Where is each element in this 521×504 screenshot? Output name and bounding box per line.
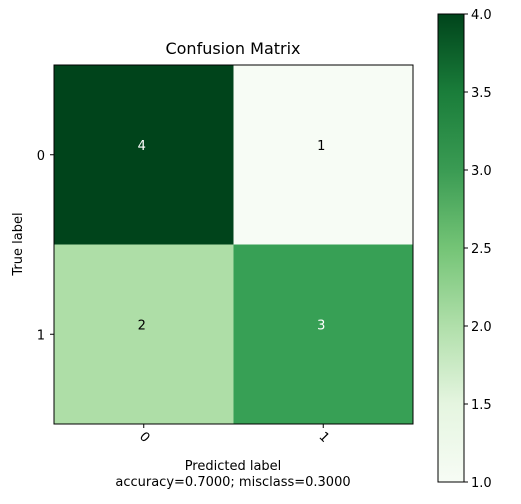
cell-r1-c0 — [54, 244, 234, 424]
cell-value-r0-c0: 4 — [138, 139, 146, 154]
heatmap-cell-labels: 4 1 2 3 — [138, 139, 326, 334]
colorbar-tick-label-3: 2.5 — [471, 242, 492, 257]
colorbar-ticks: 1.0 1.5 2.0 2.5 3.0 3.5 4.0 — [464, 8, 492, 491]
cell-r0-c1 — [233, 65, 413, 245]
cell-value-r1-c1: 3 — [317, 318, 325, 333]
y-tick-label-0: 0 — [37, 149, 45, 164]
cell-value-r1-c0: 2 — [138, 318, 146, 333]
chart-title: Confusion Matrix — [165, 39, 300, 58]
x-tick-label-1: 1 — [315, 429, 331, 445]
colorbar-tick-label-1: 1.5 — [471, 398, 492, 413]
x-tick-label-0: 0 — [136, 429, 152, 445]
cell-r0-c0 — [54, 65, 234, 245]
colorbar — [437, 13, 465, 483]
cell-r1-c1 — [233, 244, 413, 424]
accuracy-footer: accuracy=0.7000; misclass=0.3000 — [115, 475, 350, 490]
colorbar-tick-label-6: 4.0 — [471, 8, 492, 23]
heatmap-cells — [54, 65, 413, 424]
cell-value-r0-c1: 1 — [317, 139, 325, 154]
y-axis-label: True label — [11, 212, 26, 276]
y-tick-label-1: 1 — [37, 328, 45, 343]
plot-frame — [53, 64, 414, 425]
colorbar-tick-label-0: 1.0 — [471, 476, 492, 491]
colorbar-tick-label-2: 2.0 — [471, 320, 492, 335]
colorbar-tick-label-4: 3.0 — [471, 164, 492, 179]
colorbar-tick-label-5: 3.5 — [471, 86, 492, 101]
x-axis-label: Predicted label — [185, 459, 282, 474]
